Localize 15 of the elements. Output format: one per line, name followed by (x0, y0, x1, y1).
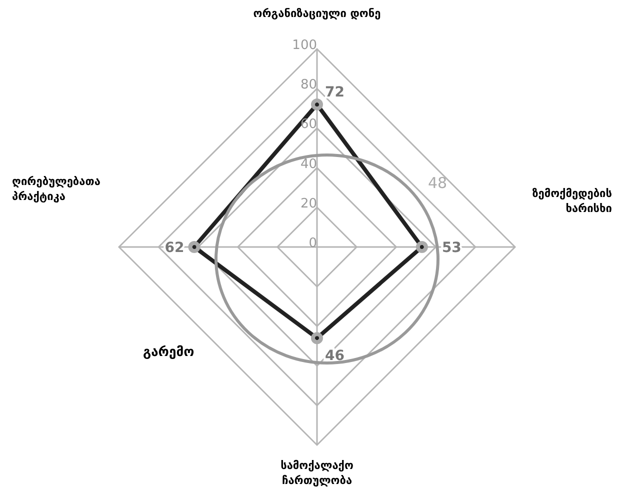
y-tick-label: 80 (300, 78, 317, 93)
spoke-label: სამოქალაქო ჩართულობა (280, 459, 354, 487)
y-tick-label: 100 (292, 38, 317, 53)
data-label: 72 (325, 84, 344, 100)
y-tick-label: 60 (300, 117, 317, 132)
spoke-label: ზემოქმედების ხარისხი (532, 187, 612, 215)
text: გარემო (143, 345, 194, 360)
text: 48 (428, 174, 448, 192)
y-tick-label: 40 (300, 156, 317, 172)
data-label: 53 (442, 240, 462, 256)
spoke-label: ორგანიზაციული დონე (253, 7, 381, 20)
data-label: 62 (164, 240, 184, 256)
y-tick-label: 20 (300, 196, 317, 212)
spoke-label: ღირებულებათა პრაქტიკა (12, 175, 100, 203)
data-label: 46 (325, 348, 344, 364)
